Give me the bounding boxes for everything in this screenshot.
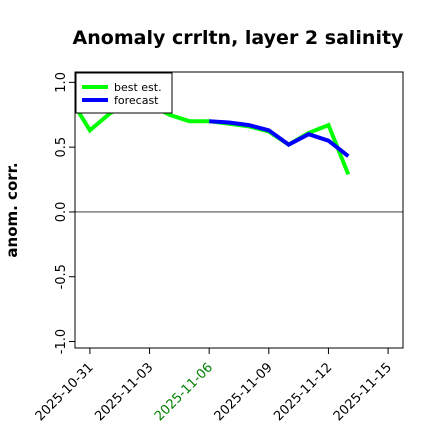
x-tick-label: 2025-11-15	[331, 360, 395, 424]
chart-title: Anomaly crrltn, layer 2 salinity	[73, 27, 404, 49]
legend-label: forecast	[114, 94, 159, 107]
y-tick-label: 1.0	[54, 72, 69, 93]
plot-area: -1.0-0.50.00.51.02025-10-312025-11-03202…	[33, 71, 404, 424]
legend-label: best est.	[114, 81, 162, 94]
y-tick-label: 0.0	[54, 202, 69, 223]
legend: best est.forecast	[75, 72, 173, 114]
x-tick-label: 2025-10-31	[33, 360, 97, 424]
y-axis-label: anom. corr.	[3, 162, 21, 257]
plot-frame	[74, 71, 404, 349]
x-tick-label: 2025-11-09	[212, 360, 276, 424]
y-tick-label: 0.5	[54, 137, 69, 158]
series-line-forecast	[209, 119, 350, 158]
x-tick-label: 2025-11-06	[152, 360, 216, 424]
legend-box	[75, 72, 173, 114]
x-tick-label: 2025-11-03	[92, 360, 156, 424]
x-tick-label: 2025-11-12	[271, 360, 335, 424]
y-tick-label: -1.0	[54, 329, 69, 354]
y-tick-label: -0.5	[54, 264, 69, 289]
